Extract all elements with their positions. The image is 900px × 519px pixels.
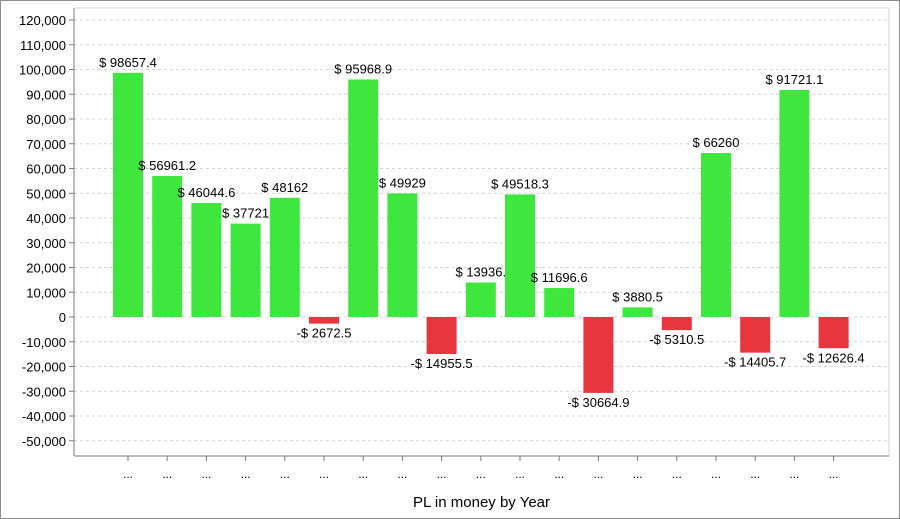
data-label: $ 49929 — [379, 175, 426, 190]
x-axis-title: PL in money by Year — [413, 494, 550, 511]
y-tick-label: -10,000 — [22, 335, 66, 350]
y-tick-label: -40,000 — [22, 409, 66, 424]
y-tick-label: -20,000 — [22, 360, 66, 375]
x-tick-label: ... — [280, 467, 290, 481]
data-label: $ 98657.4 — [99, 55, 157, 70]
data-label: -$ 12626.4 — [803, 350, 865, 365]
data-label: $ 66260 — [693, 135, 740, 150]
y-axis-ticks: 120,000 110,000 100,000 90,000 80,000 70,000 6… — [19, 13, 74, 449]
x-tick-label: ... — [829, 467, 839, 481]
y-tick-label: 100,000 — [19, 63, 66, 78]
bar — [740, 317, 771, 353]
y-tick-label: 60,000 — [26, 162, 66, 177]
y-tick-label: 0 — [59, 310, 66, 325]
bar — [583, 317, 614, 393]
data-label: $ 13936. — [455, 265, 506, 280]
bar — [818, 317, 849, 349]
bar — [701, 153, 731, 317]
data-label: $ 37721 — [222, 206, 269, 221]
x-tick-label: ... — [397, 467, 407, 481]
bar — [152, 176, 183, 317]
x-tick-label: ... — [162, 467, 172, 481]
bar — [269, 197, 300, 317]
x-tick-label: ... — [319, 467, 329, 481]
bar — [309, 317, 339, 324]
x-axis-ticks: ........................................… — [123, 456, 839, 481]
y-tick-label: 10,000 — [26, 285, 66, 300]
x-tick-label: ... — [711, 467, 721, 481]
bar — [505, 194, 535, 317]
x-tick-label: ... — [672, 467, 682, 481]
y-tick-label: 30,000 — [26, 236, 66, 251]
x-tick-label: ... — [123, 467, 133, 481]
x-tick-label: ... — [241, 467, 251, 481]
y-tick-label: -50,000 — [22, 434, 66, 449]
bar — [622, 307, 653, 317]
bar — [387, 193, 418, 317]
data-label: $ 95968.9 — [334, 61, 392, 76]
y-tick-label: 120,000 — [19, 13, 66, 28]
data-label: -$ 14405.7 — [724, 355, 786, 370]
x-tick-label: ... — [593, 467, 603, 481]
x-tick-label: ... — [437, 467, 447, 481]
data-label: -$ 14955.5 — [411, 356, 473, 371]
y-tick-label: 90,000 — [26, 87, 66, 102]
x-tick-label: ... — [554, 467, 564, 481]
data-labels: $ 98657.4 $ 56961.2 $ 46044.6 $ 37721 $ 4816… — [99, 55, 865, 410]
bar — [191, 203, 222, 317]
data-label: $ 3880.5 — [612, 289, 663, 304]
data-label: $ 49518.3 — [491, 176, 549, 191]
x-tick-label: ... — [789, 467, 799, 481]
data-label: $ 56961.2 — [138, 158, 196, 173]
y-tick-label: 70,000 — [26, 137, 66, 152]
bar — [661, 317, 692, 331]
bar — [230, 223, 261, 317]
data-label: $ 11696.6 — [531, 270, 588, 285]
data-label: $ 91721.1 — [765, 72, 823, 87]
x-tick-label: ... — [476, 467, 486, 481]
data-label: $ 48162 — [261, 180, 308, 195]
x-tick-label: ... — [201, 467, 211, 481]
bar — [113, 72, 143, 317]
y-tick-label: 20,000 — [26, 261, 66, 276]
data-label: -$ 5310.5 — [649, 332, 704, 347]
x-tick-label: ... — [515, 467, 525, 481]
bar — [348, 79, 379, 317]
bars — [113, 72, 849, 393]
bar — [465, 282, 496, 317]
y-tick-label: 110,000 — [20, 38, 66, 53]
x-tick-label: ... — [750, 467, 760, 481]
data-label: $ 46044.6 — [177, 185, 235, 200]
y-tick-label: 40,000 — [26, 211, 66, 226]
y-tick-label: -30,000 — [22, 384, 66, 399]
data-label: -$ 30664.9 — [567, 395, 629, 410]
x-tick-label: ... — [358, 467, 368, 481]
bar — [426, 317, 457, 355]
data-label: -$ 2672.5 — [297, 326, 352, 341]
bar — [544, 288, 575, 317]
bar — [779, 89, 810, 317]
x-tick-label: ... — [633, 467, 643, 481]
y-tick-label: 50,000 — [26, 186, 66, 201]
y-tick-label: 80,000 — [26, 112, 66, 127]
